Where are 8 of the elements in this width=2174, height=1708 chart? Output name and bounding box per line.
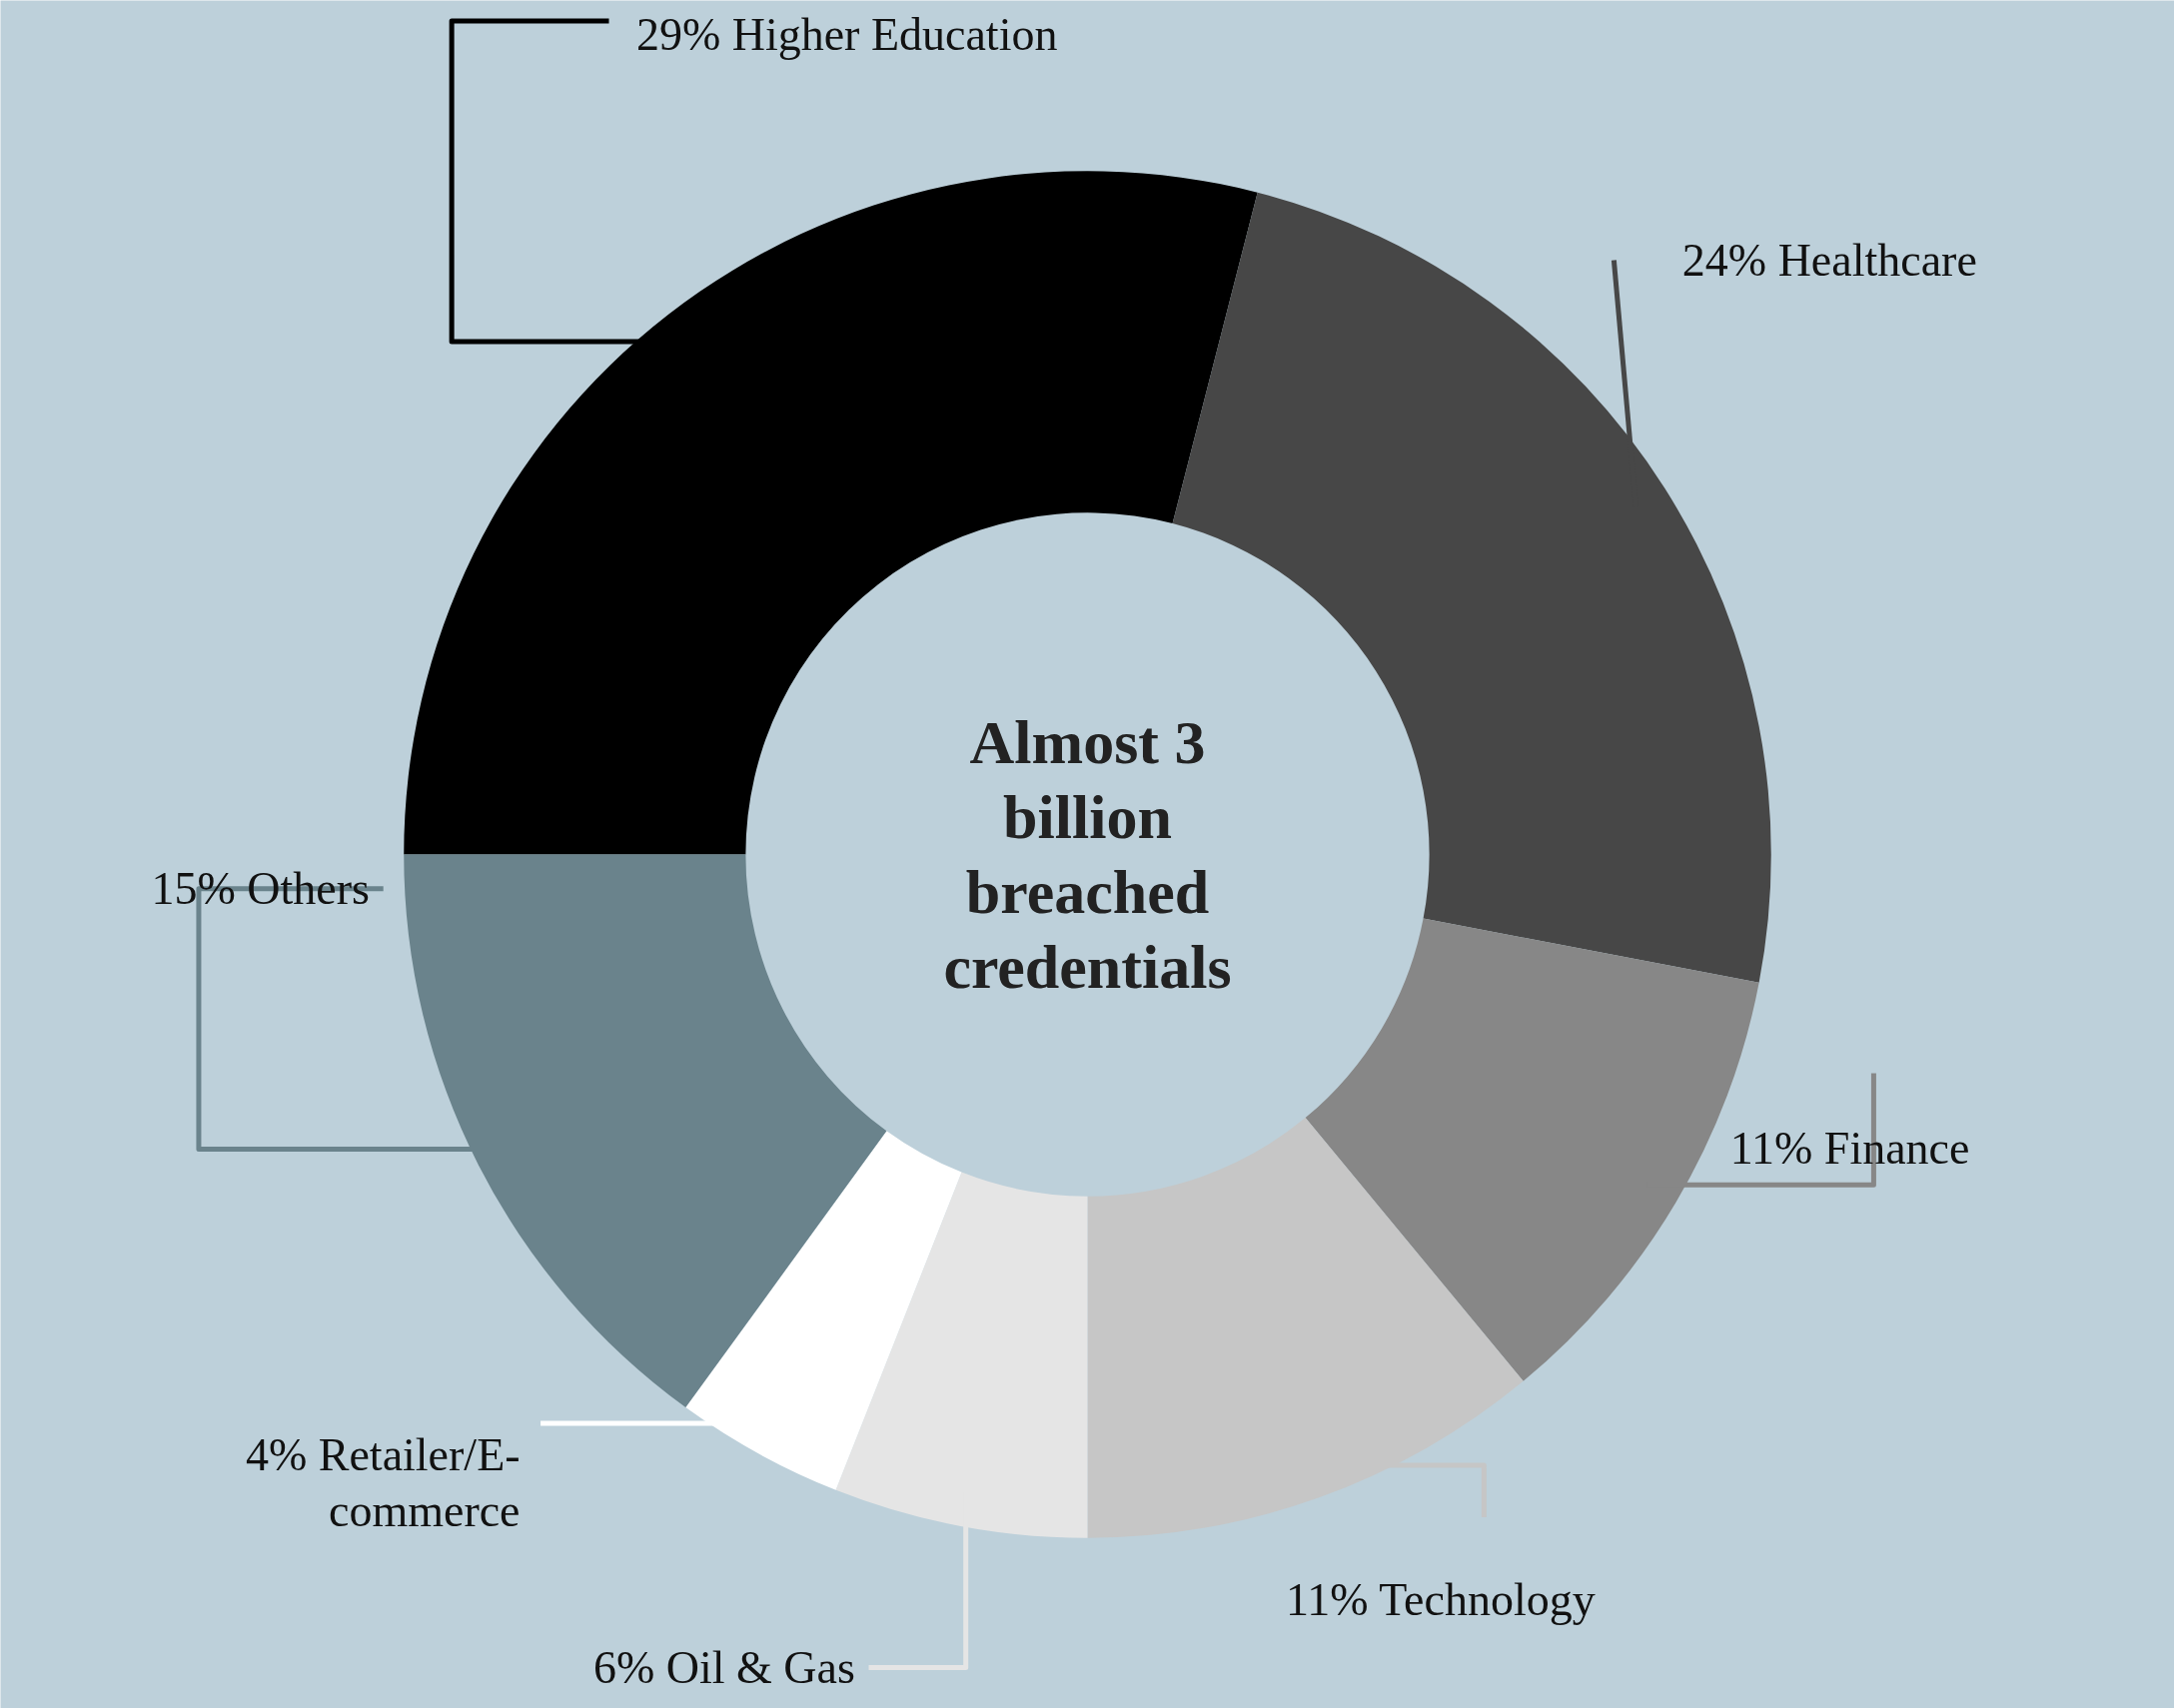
text: Almost 3 billion breached credentials <box>943 708 1232 1001</box>
slice-label: 6% Oil & Gas <box>592 1641 855 1693</box>
slice-label: 11% Technology <box>1285 1573 1596 1625</box>
slice-label: 29% Higher Education <box>635 9 1058 61</box>
slice-label: 4% Retailer/E- commerce <box>245 1429 521 1537</box>
slice-label: 11% Finance <box>1729 1123 1970 1175</box>
slice-label: 15% Others <box>151 863 371 915</box>
slice-label: 24% Healthcare <box>1681 234 1977 286</box>
